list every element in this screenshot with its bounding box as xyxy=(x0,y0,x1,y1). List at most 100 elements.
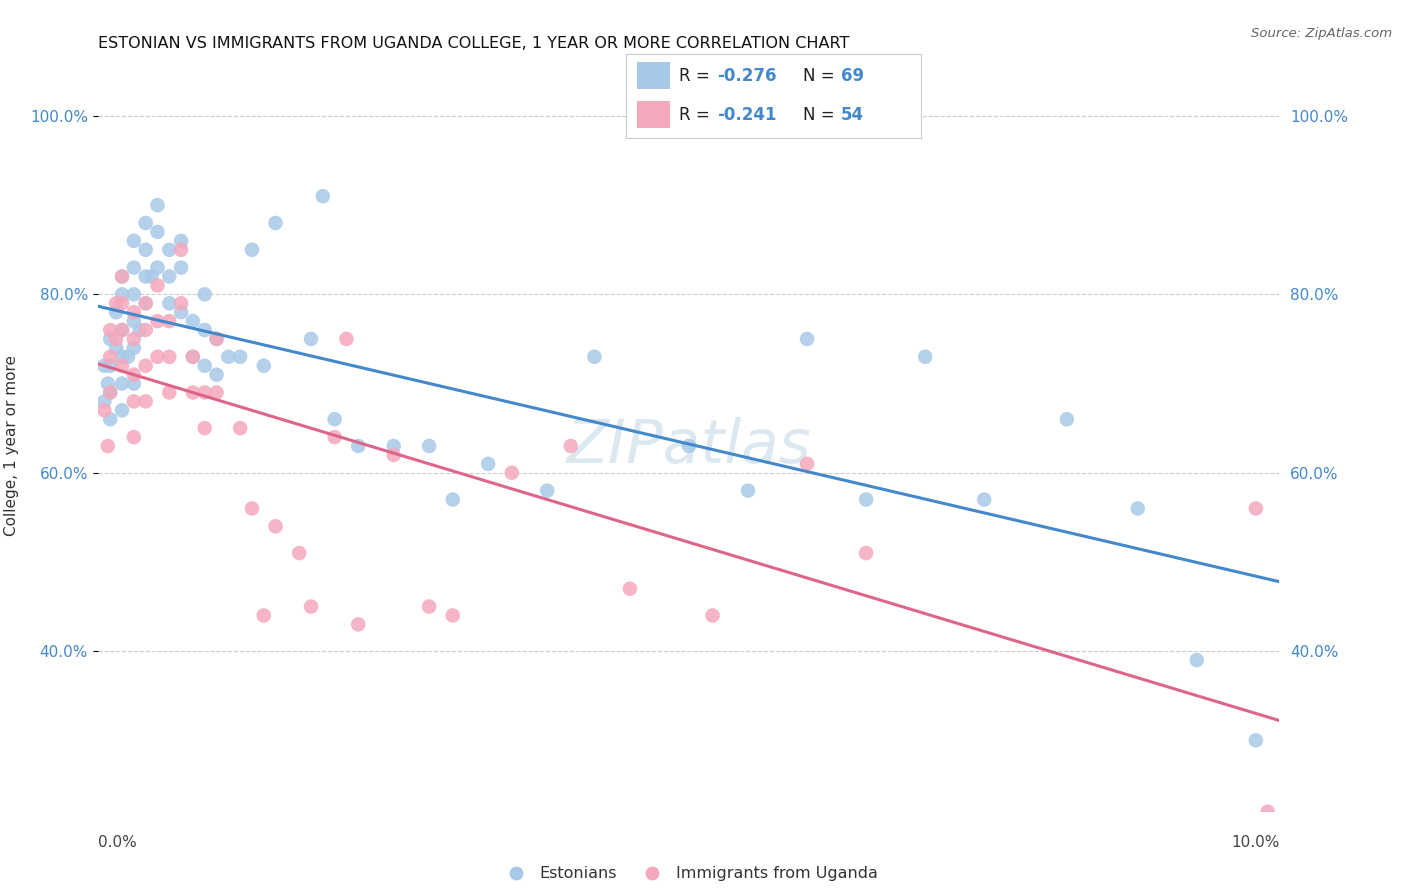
Point xyxy=(441,608,464,623)
Point xyxy=(122,314,145,328)
Point xyxy=(98,412,121,426)
Point xyxy=(98,323,121,337)
Point xyxy=(194,359,217,373)
Point xyxy=(170,234,193,248)
Point xyxy=(98,359,121,373)
Point xyxy=(229,421,252,435)
Point xyxy=(253,608,276,623)
Point xyxy=(122,305,145,319)
Point xyxy=(181,314,204,328)
Point xyxy=(205,332,228,346)
Point xyxy=(240,501,263,516)
Point xyxy=(157,385,180,400)
Point xyxy=(205,385,228,400)
Point xyxy=(105,332,128,346)
Point xyxy=(583,350,606,364)
Point xyxy=(347,439,370,453)
Point xyxy=(111,269,134,284)
Point xyxy=(299,332,322,346)
Point xyxy=(146,350,169,364)
Point xyxy=(122,234,145,248)
Point xyxy=(170,305,193,319)
Point xyxy=(97,439,120,453)
Point xyxy=(135,296,157,310)
Point xyxy=(855,492,877,507)
Point xyxy=(141,269,163,284)
Bar xyxy=(637,62,669,89)
Point xyxy=(105,305,128,319)
Point xyxy=(98,385,121,400)
Point xyxy=(122,394,145,409)
Point xyxy=(157,243,180,257)
Text: R =: R = xyxy=(679,105,714,123)
Point xyxy=(111,287,134,301)
Point xyxy=(93,394,115,409)
Point xyxy=(418,439,440,453)
Point xyxy=(347,617,370,632)
Point xyxy=(240,243,263,257)
Y-axis label: College, 1 year or more: College, 1 year or more xyxy=(4,356,18,536)
Text: -0.276: -0.276 xyxy=(717,67,776,85)
Point xyxy=(170,260,193,275)
Point xyxy=(98,385,121,400)
Legend: Estonians, Immigrants from Uganda: Estonians, Immigrants from Uganda xyxy=(494,860,884,888)
Point xyxy=(619,582,641,596)
Text: 10.0%: 10.0% xyxy=(1232,836,1279,850)
Point xyxy=(122,430,145,444)
Point xyxy=(135,359,157,373)
Point xyxy=(264,519,287,533)
Point xyxy=(737,483,759,498)
Point xyxy=(97,376,120,391)
Point xyxy=(135,243,157,257)
Bar xyxy=(637,101,669,128)
Point xyxy=(299,599,322,614)
Point xyxy=(135,216,157,230)
Point xyxy=(536,483,558,498)
Point xyxy=(382,448,405,462)
Point xyxy=(170,296,193,310)
Point xyxy=(229,350,252,364)
Point xyxy=(973,492,995,507)
Point xyxy=(181,350,204,364)
Text: -0.241: -0.241 xyxy=(717,105,776,123)
Point xyxy=(335,332,357,346)
Point xyxy=(117,350,139,364)
Point xyxy=(702,608,724,623)
Point xyxy=(105,341,128,355)
Point xyxy=(170,243,193,257)
Point xyxy=(253,359,276,373)
Text: Source: ZipAtlas.com: Source: ZipAtlas.com xyxy=(1251,27,1392,40)
Point xyxy=(181,385,204,400)
Point xyxy=(1257,805,1279,819)
Point xyxy=(146,198,169,212)
Text: 0.0%: 0.0% xyxy=(98,836,138,850)
Point xyxy=(135,296,157,310)
Point xyxy=(1056,412,1078,426)
Text: 54: 54 xyxy=(841,105,865,123)
Text: N =: N = xyxy=(803,67,839,85)
Text: 69: 69 xyxy=(841,67,865,85)
Point xyxy=(288,546,311,560)
Text: ESTONIAN VS IMMIGRANTS FROM UGANDA COLLEGE, 1 YEAR OR MORE CORRELATION CHART: ESTONIAN VS IMMIGRANTS FROM UGANDA COLLE… xyxy=(98,36,849,51)
Point xyxy=(93,359,115,373)
Point xyxy=(217,350,239,364)
Point xyxy=(157,350,180,364)
Point xyxy=(501,466,523,480)
Point xyxy=(323,430,346,444)
Point xyxy=(194,323,217,337)
Point xyxy=(105,296,128,310)
Point xyxy=(111,323,134,337)
Point xyxy=(1244,733,1267,747)
Point xyxy=(382,439,405,453)
Point xyxy=(855,546,877,560)
Point xyxy=(441,492,464,507)
Point xyxy=(146,278,169,293)
Point xyxy=(205,332,228,346)
Point xyxy=(194,385,217,400)
Point xyxy=(1185,653,1208,667)
Point xyxy=(560,439,582,453)
Text: R =: R = xyxy=(679,67,714,85)
Point xyxy=(418,599,440,614)
Point xyxy=(111,350,134,364)
Point xyxy=(194,421,217,435)
